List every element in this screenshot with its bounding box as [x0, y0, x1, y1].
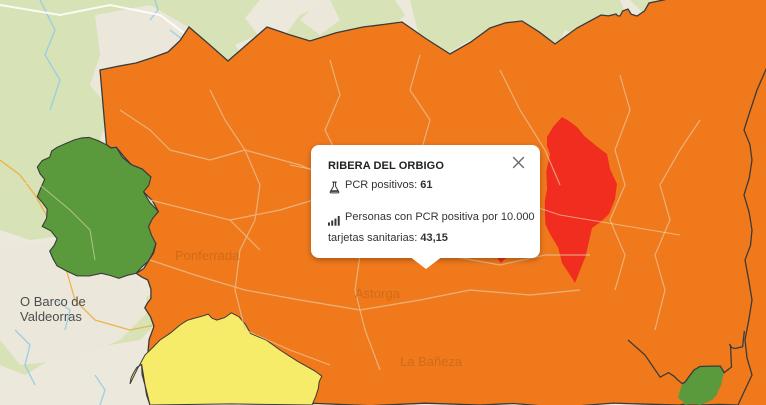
svg-text:O Barco de: O Barco de [20, 294, 86, 309]
svg-text:Valdeorras: Valdeorras [20, 309, 82, 324]
svg-text:Ponferrada: Ponferrada [175, 248, 240, 263]
svg-text:Astorga: Astorga [355, 286, 401, 301]
svg-text:La Bañeza: La Bañeza [400, 354, 463, 369]
